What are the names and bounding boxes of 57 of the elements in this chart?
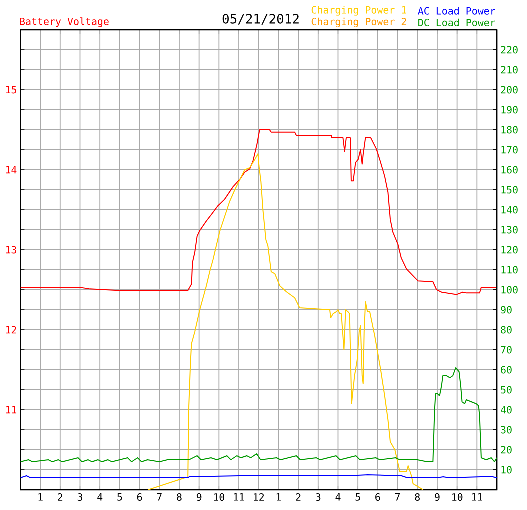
x-tick-label: 11 <box>472 494 482 501</box>
x-tick-label: 6 <box>137 493 142 502</box>
x-tick-label: 2 <box>58 493 63 501</box>
y-tick-label: 12 <box>6 326 16 334</box>
x-tick-label: 1 <box>38 494 43 501</box>
y2-tick-label: 200 <box>501 86 518 94</box>
y2-tick-label: 120 <box>502 246 518 254</box>
y-tick-label: 11 <box>6 406 17 414</box>
x-tick-label: 9 <box>435 493 440 502</box>
y-tick-label: 13 <box>6 246 16 254</box>
line-series <box>20 129 498 296</box>
x-tick-label: 10 <box>452 493 463 502</box>
y-tick-label: 14 <box>6 166 17 174</box>
y2-tick-label: 130 <box>502 226 518 234</box>
legend-label: Charging Power 2 <box>312 18 406 28</box>
x-tick-label: 3 <box>78 493 82 502</box>
text: AC Load Power <box>418 7 496 15</box>
y2-tick-label: 220 <box>501 46 518 54</box>
x-tick-label: 5 <box>356 494 360 501</box>
x-tick-label: 12 <box>254 493 264 501</box>
y2-tick-label: 40 <box>501 406 512 414</box>
y2-tick-label: 20 <box>501 446 512 454</box>
x-tick-label: 10 <box>214 493 225 502</box>
x-tick-label: 8 <box>177 493 182 502</box>
y2-tick-label: 160 <box>502 166 518 174</box>
y2-tick-label: 70 <box>501 346 512 354</box>
y2-tick-label: 80 <box>501 326 512 334</box>
y2-tick-label: 90 <box>501 306 512 314</box>
y2-tick-label: 140 <box>502 206 518 214</box>
x-tick-label: 11 <box>234 494 244 501</box>
x-tick-label: 3 <box>316 493 321 502</box>
y2-tick-label: 10 <box>502 466 512 474</box>
x-tick-label: 7 <box>395 494 400 501</box>
x-tick-label: 1 <box>276 494 282 501</box>
chart-title: 05/21/2012 <box>222 14 299 25</box>
x-tick-label: 9 <box>196 493 202 502</box>
x-tick-label: 5 <box>118 494 122 501</box>
y2-tick-label: 110 <box>502 266 518 274</box>
y2-tick-label: 100 <box>502 286 518 294</box>
y2-tick-label: 150 <box>502 186 518 194</box>
y-tick-label: 15 <box>6 86 16 94</box>
x-tick-label: 4 <box>98 494 103 501</box>
text: Battery Voltage <box>20 18 109 28</box>
y2-tick-label: 180 <box>502 126 518 134</box>
x-tick-label: 7 <box>157 494 162 501</box>
text: Charging Power 1 <box>312 6 406 16</box>
y2-tick-label: 30 <box>501 426 512 434</box>
y2-tick-label: 50 <box>501 386 512 394</box>
text: DC Load Power <box>418 18 496 27</box>
x-tick-label: 2 <box>296 493 301 501</box>
x-tick-label: 4 <box>336 494 341 501</box>
y2-tick-label: 170 <box>502 146 518 154</box>
y2-tick-label: 60 <box>501 366 512 374</box>
y2-tick-label: 190 <box>502 106 518 114</box>
x-tick-label: 8 <box>415 493 420 502</box>
x-tick-label: 6 <box>376 493 380 502</box>
y2-tick-label: 210 <box>501 66 518 74</box>
